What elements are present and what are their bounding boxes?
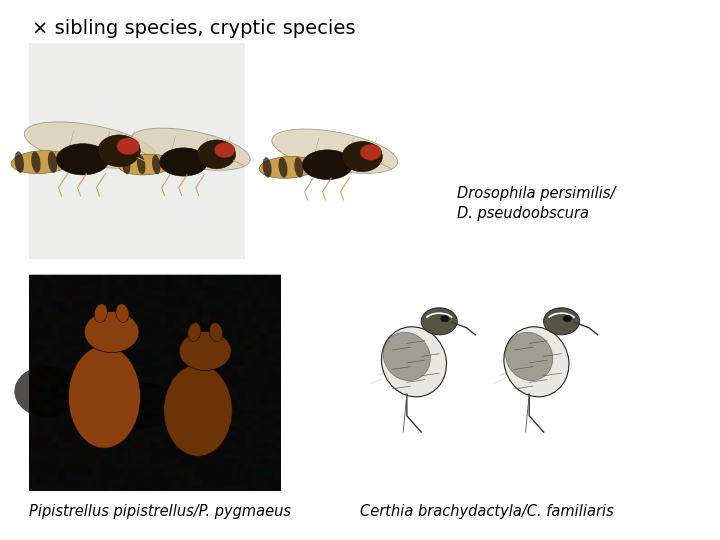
Ellipse shape <box>294 157 303 178</box>
Ellipse shape <box>56 144 109 175</box>
Ellipse shape <box>14 151 24 173</box>
Ellipse shape <box>188 323 201 341</box>
Ellipse shape <box>119 154 174 175</box>
Ellipse shape <box>259 157 317 178</box>
Circle shape <box>421 308 457 335</box>
Ellipse shape <box>382 327 446 397</box>
Text: × sibling species, cryptic species: × sibling species, cryptic species <box>32 19 356 38</box>
Ellipse shape <box>48 151 58 173</box>
Ellipse shape <box>164 364 233 456</box>
Ellipse shape <box>160 148 207 176</box>
Text: Certhia brachydactyla/C. familiaris: Certhia brachydactyla/C. familiaris <box>360 504 613 519</box>
Text: Pipistrellus pipistrellus/P. pygmaeus: Pipistrellus pipistrellus/P. pygmaeus <box>29 504 291 519</box>
Ellipse shape <box>383 332 431 381</box>
Ellipse shape <box>272 129 397 173</box>
Ellipse shape <box>68 346 140 448</box>
Circle shape <box>342 141 382 172</box>
Circle shape <box>215 143 235 158</box>
Circle shape <box>360 144 382 160</box>
Ellipse shape <box>31 151 40 173</box>
Circle shape <box>84 312 139 353</box>
Circle shape <box>197 140 235 168</box>
Circle shape <box>179 332 231 370</box>
Ellipse shape <box>112 382 174 428</box>
Ellipse shape <box>137 155 145 174</box>
Circle shape <box>544 308 580 335</box>
Ellipse shape <box>210 323 222 341</box>
Ellipse shape <box>116 304 129 322</box>
Ellipse shape <box>11 151 71 173</box>
Text: Drosophila persimilis/
D. pseudoobscura: Drosophila persimilis/ D. pseudoobscura <box>457 186 616 221</box>
Circle shape <box>117 138 140 155</box>
Ellipse shape <box>130 128 251 170</box>
Ellipse shape <box>504 327 569 397</box>
Ellipse shape <box>14 366 79 417</box>
Ellipse shape <box>94 304 107 322</box>
Ellipse shape <box>263 157 271 178</box>
Circle shape <box>563 315 572 322</box>
Circle shape <box>98 135 140 167</box>
Ellipse shape <box>122 155 130 174</box>
Bar <box>29 43 245 259</box>
Ellipse shape <box>302 150 353 180</box>
Ellipse shape <box>505 332 553 381</box>
Ellipse shape <box>24 122 156 168</box>
Ellipse shape <box>279 157 287 178</box>
Bar <box>29 275 281 491</box>
Ellipse shape <box>152 155 161 174</box>
Circle shape <box>441 315 449 322</box>
